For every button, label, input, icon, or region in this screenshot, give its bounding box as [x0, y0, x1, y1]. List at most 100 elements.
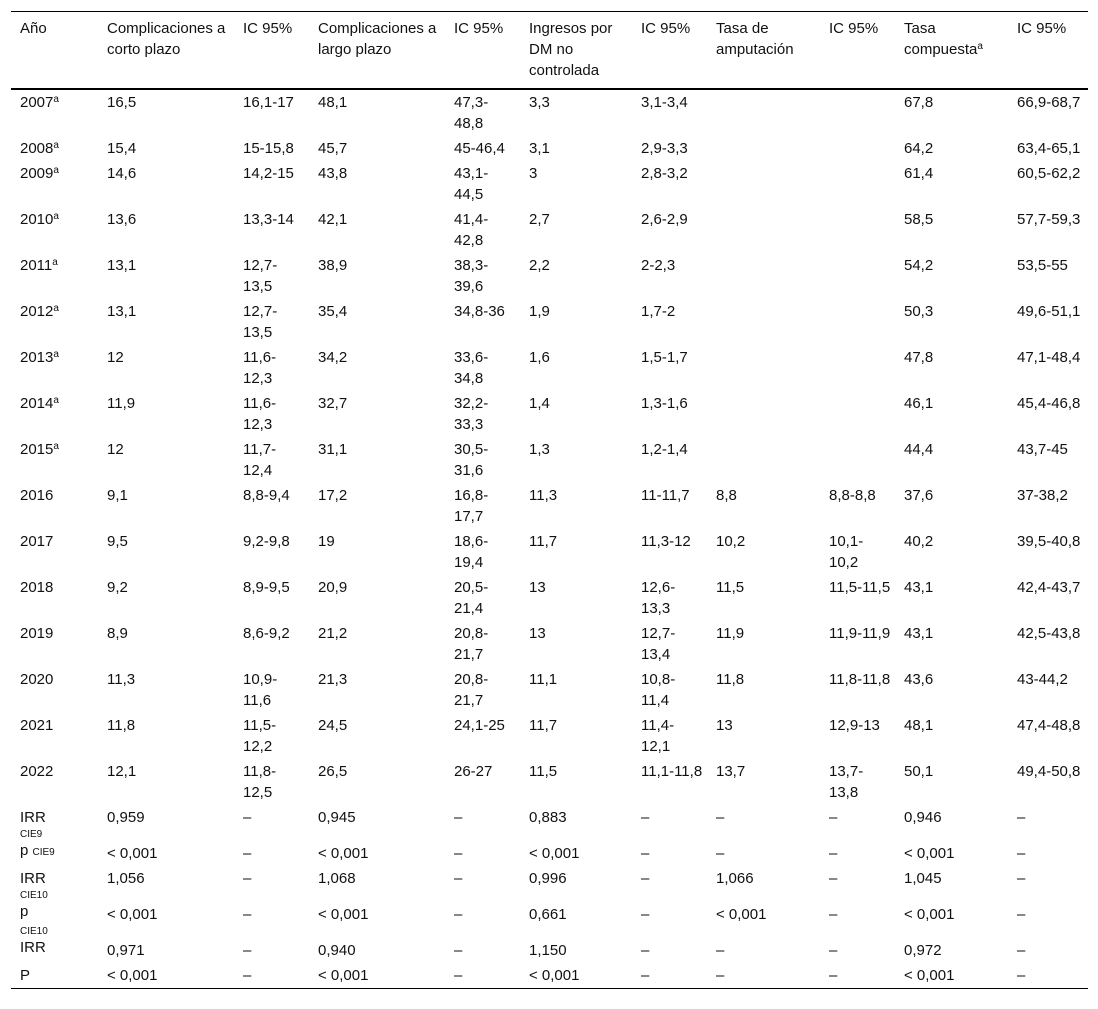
table-cell: 14,6: [107, 165, 137, 182]
column-header: IC 95%: [1008, 12, 1088, 90]
table-cell: 13: [716, 717, 733, 734]
table-cell: 8,8-9,4: [243, 487, 290, 504]
table-cell: 12: [107, 349, 124, 366]
table-cell: 43,7-45: [1017, 441, 1068, 458]
table-cell: 13: [529, 579, 546, 596]
table-cell: 46,1: [904, 395, 934, 412]
stat-cell: –: [829, 809, 838, 826]
table-cell: 11,5: [716, 579, 745, 596]
stat-cell: –: [454, 942, 463, 959]
table-cell: 40,2: [904, 533, 934, 550]
table-cell: [820, 253, 895, 299]
stat-cell: –: [1017, 967, 1026, 984]
table-cell: 47,4-48,8: [1017, 717, 1081, 734]
stat-cell: –: [829, 942, 838, 959]
footnote-marker: a: [53, 349, 59, 360]
stat-cell: –: [1017, 942, 1026, 959]
table-cell: [820, 299, 895, 345]
stat-cell: –: [454, 967, 463, 984]
column-header-label: IC 95%: [243, 20, 293, 37]
table-cell: 31,1: [318, 441, 348, 458]
year-label: 2019: [20, 625, 54, 642]
year-label: 2009: [20, 165, 54, 182]
table-cell: 12,7-13,5: [243, 257, 278, 295]
table-cell: 61,4: [904, 165, 934, 182]
table-cell: 9,2: [107, 579, 128, 596]
stat-cell: –: [1017, 870, 1026, 887]
table-cell: 11,1-11,8: [641, 763, 703, 780]
year-label: 2016: [20, 487, 54, 504]
year-label: 2011: [20, 257, 53, 274]
table-cell: 3: [529, 165, 538, 182]
table-cell: 3,3: [529, 94, 550, 111]
table-cell: 26-27: [454, 763, 493, 780]
stats-row: IRR 1,056 – 1,068 – 0,996 – 1,066 – 1,045 –: [11, 866, 1088, 891]
table-cell: 11,6-12,3: [243, 395, 277, 433]
table-cell: 37-38,2: [1017, 487, 1068, 504]
table-cell: 11,3: [529, 487, 558, 504]
table-cell: 8,6-9,2: [243, 625, 290, 642]
stat-label-cell: CIE10 p: [11, 891, 98, 927]
table-cell: 54,2: [904, 257, 934, 274]
table-cell: 47,3-48,8: [454, 94, 489, 132]
column-header: IC 95%: [445, 12, 520, 90]
year-label: 2021: [20, 717, 54, 734]
table-cell: 9,1: [107, 487, 128, 504]
stat-cell: –: [243, 906, 252, 923]
stat-label: p: [20, 903, 29, 920]
year-cell: 2009a: [11, 161, 98, 207]
column-header: IC 95%: [234, 12, 309, 90]
table-cell: 43,1: [904, 579, 934, 596]
table-cell: 1,3-1,6: [641, 395, 688, 412]
table-cell: 32,2-33,3: [454, 395, 489, 433]
table-body: 2007a 16,5 16,1-17 48,1 47,3-48,8 3,3 3,1-3,4 6…: [11, 89, 1088, 989]
table-cell: 11,4-12,1: [641, 717, 675, 755]
table-cell: 21,2: [318, 625, 348, 642]
column-header: Complicaciones a largo plazo: [309, 12, 445, 90]
table-cell: 20,5-21,4: [454, 579, 489, 617]
year-cell: 2020: [11, 667, 98, 713]
table-cell: 8,8: [716, 487, 737, 504]
table-cell: 11,5-11,5: [829, 579, 891, 596]
table-cell: 2,7: [529, 211, 550, 228]
table-cell: 2-2,3: [641, 257, 676, 274]
table-cell: [707, 299, 820, 345]
table-cell: 2,8-3,2: [641, 165, 688, 182]
column-header-label: Año: [20, 20, 47, 37]
stat-label: p: [20, 842, 29, 859]
year-label: 2012: [20, 303, 54, 320]
table-cell: 39,5-40,8: [1017, 533, 1081, 550]
column-header-label: Complicaciones a corto plazo: [107, 20, 226, 58]
table-cell: [707, 161, 820, 207]
column-header-label: IC 95%: [641, 20, 691, 37]
stat-label-cell: P: [11, 963, 98, 989]
table-row: 2013a 12 11,6-12,3 34,2 33,6-34,8 1,6 1,5-1,7 4…: [11, 345, 1088, 391]
table-cell: 11,8: [716, 671, 745, 688]
stat-cell: –: [716, 845, 725, 862]
stat-label: P: [20, 967, 31, 984]
stats-row: IRR 0,959 – 0,945 – 0,883 – – – 0,946 –: [11, 805, 1088, 830]
table-cell: 3,1: [529, 140, 550, 157]
table-cell: [820, 161, 895, 207]
table-cell: 49,6-51,1: [1017, 303, 1081, 320]
table-cell: 1,9: [529, 303, 550, 320]
column-header-label: Tasa compuesta: [904, 20, 978, 58]
table-cell: [707, 437, 820, 483]
table-cell: 11,9-11,9: [829, 625, 891, 642]
year-label: 2014: [20, 395, 54, 412]
table-cell: 11,5-12,2: [243, 717, 277, 755]
stat-cell: < 0,001: [107, 967, 158, 984]
table-cell: 13,3-14: [243, 211, 294, 228]
table-cell: 13,1: [107, 303, 137, 320]
table-row: 2010a 13,6 13,3-14 42,1 41,4-42,8 2,7 2,6-2,9 5…: [11, 207, 1088, 253]
column-header: Tasa de amputación: [707, 12, 820, 90]
table-row: 2018 9,2 8,9-9,5 20,9 20,5-21,4 13 12,6-13,3 11…: [11, 575, 1088, 621]
year-label: 2020: [20, 671, 54, 688]
table-cell: 12,1: [107, 763, 137, 780]
column-header-label: Complicaciones a largo plazo: [318, 20, 437, 58]
table-cell: 43,8: [318, 165, 348, 182]
column-header: Año: [11, 12, 98, 90]
stat-cell: –: [829, 870, 838, 887]
column-header: Ingresos por DM no controlada: [520, 12, 632, 90]
table-cell: 11,8-12,5: [243, 763, 277, 801]
